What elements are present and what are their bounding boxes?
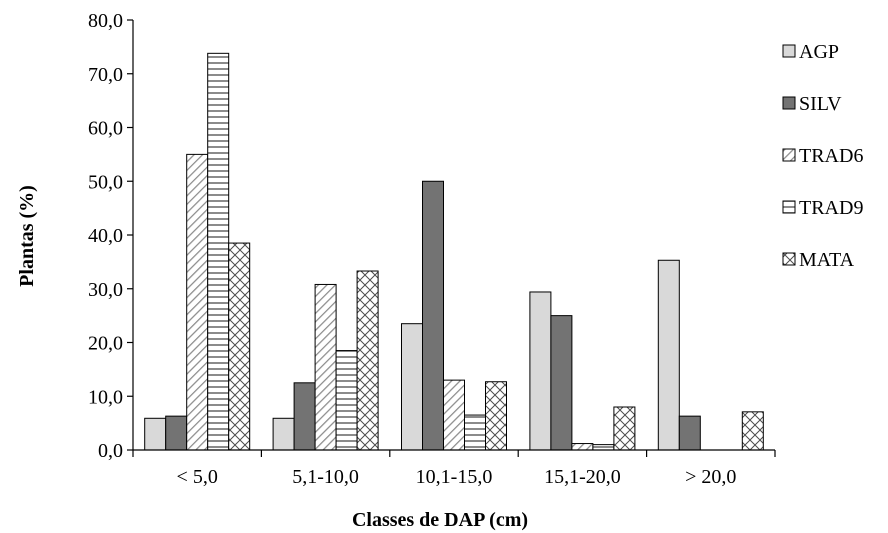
bar-trad6-0: [186, 153, 209, 451]
bar-agp-4: [657, 259, 680, 451]
bar-silv-2: [422, 180, 444, 451]
y-axis-title: Plantas (%): [16, 185, 38, 287]
legend-swatch-agp: [782, 44, 796, 58]
bar-agp-2: [401, 323, 423, 451]
bar-silv-0: [165, 415, 188, 451]
x-tick-label: > 20,0: [685, 466, 736, 488]
bar-trad9-3: [592, 444, 615, 451]
legend-swatch-mata: [782, 252, 796, 266]
bar-trad6-2: [443, 379, 465, 451]
bar-agp-3: [529, 291, 552, 451]
axes-layer: 0,0 10,0 20,0 30,0 40,0 50,0 60,0 70,0 80,0 < 5,0…: [88, 10, 776, 488]
bar-mata-2: [485, 381, 507, 451]
x-tick-label: 5,1-10,0: [292, 466, 359, 488]
legend-label-trad6: TRAD6: [799, 145, 863, 167]
y-tick-label: 70,0: [88, 64, 123, 86]
legend-label-mata: MATA: [799, 249, 855, 271]
bar-silv-4: [678, 415, 701, 451]
y-tick-label: 40,0: [88, 225, 123, 247]
legend-label-trad9: TRAD9: [799, 197, 863, 219]
y-tick-label: 80,0: [88, 10, 123, 32]
y-tick-label: 10,0: [88, 386, 123, 408]
x-tick-label: 10,1-15,0: [416, 466, 493, 488]
bar-agp-1: [272, 417, 295, 451]
bar-mata-1: [356, 270, 379, 451]
x-tick-label: < 5,0: [177, 466, 218, 488]
legend-label-silv: SILV: [799, 93, 842, 115]
legend: AGP SILV TRAD6 TRAD9 MATA: [782, 41, 863, 271]
legend-label-agp: AGP: [799, 41, 839, 63]
y-tick-label: 50,0: [88, 171, 123, 193]
legend-swatch-trad9: [782, 200, 796, 214]
bar-silv-1: [293, 382, 316, 451]
y-tick-label: 0,0: [98, 440, 123, 462]
bar-trad6-1: [314, 283, 337, 451]
bar-trad9-1: [335, 350, 358, 451]
bar-trad6-3: [571, 443, 594, 451]
bar-silv-3: [550, 315, 573, 451]
legend-swatch-trad6: [782, 148, 796, 162]
y-tick-label: 60,0: [88, 118, 123, 140]
bar-mata-0: [228, 242, 251, 451]
bar-trad9-2: [464, 414, 486, 451]
bar-agp-0: [144, 417, 167, 451]
bar-trad9-0: [207, 52, 230, 451]
y-tick-label: 30,0: [88, 279, 123, 301]
bars-layer: [144, 52, 764, 451]
y-tick-label: 20,0: [88, 333, 123, 355]
legend-swatch-silv: [782, 96, 796, 110]
x-axis-title: Classes de DAP (cm): [352, 509, 528, 531]
bar-mata-4: [741, 411, 764, 451]
bar-mata-3: [613, 406, 636, 451]
x-tick-label: 15,1-20,0: [544, 466, 621, 488]
